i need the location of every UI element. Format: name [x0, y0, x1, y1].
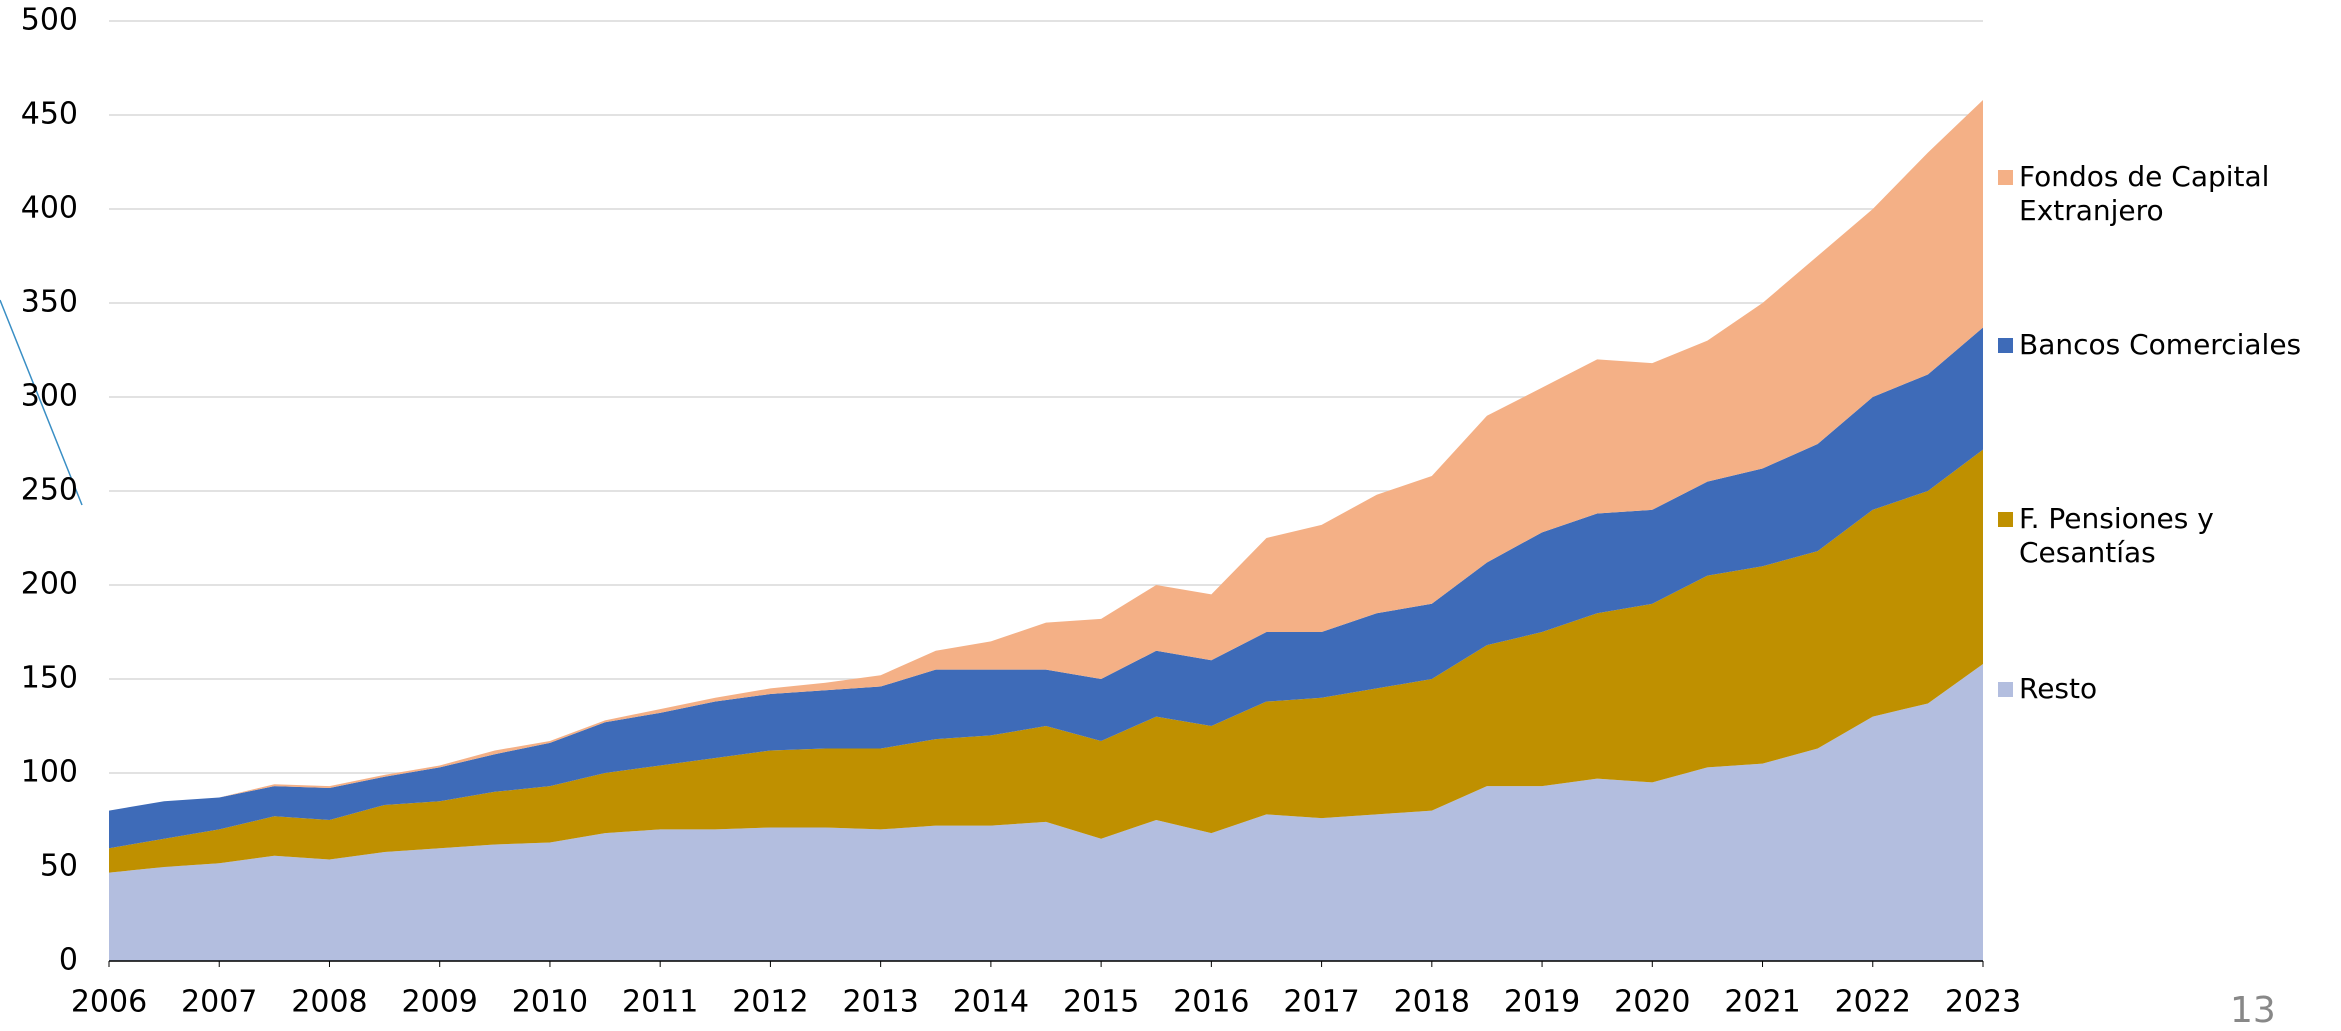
x-tick-label: 2015	[1063, 985, 1139, 1020]
x-tick-label: 2021	[1724, 985, 1800, 1020]
legend-label: F. Pensiones y Cesantías	[2019, 502, 2214, 569]
legend-entry: Bancos Comerciales	[1998, 328, 2328, 362]
x-tick-label: 2020	[1614, 985, 1690, 1020]
y-tick-label: 350	[21, 285, 78, 320]
x-tick-label: 2018	[1394, 985, 1470, 1020]
y-tick-label: 250	[21, 473, 78, 508]
legend-swatch	[1998, 682, 2013, 697]
x-tick-label: 2013	[842, 985, 918, 1020]
y-tick-label: 100	[21, 755, 78, 790]
y-tick-label: 200	[21, 567, 78, 602]
legend-swatch	[1998, 512, 2013, 527]
area	[109, 327, 1983, 849]
x-tick-label: 2016	[1173, 985, 1249, 1020]
legend-label: Bancos Comerciales	[2019, 328, 2302, 361]
x-tick-label: 2010	[512, 985, 588, 1020]
area	[109, 99, 1983, 811]
area	[109, 663, 1983, 961]
area	[109, 449, 1983, 873]
y-tick-label: 0	[59, 943, 78, 978]
y-tick-label: 450	[21, 97, 78, 132]
x-tick-label: 2019	[1504, 985, 1580, 1020]
legend-entry: Fondos de Capital Extranjero	[1998, 160, 2328, 228]
x-tick-label: 2007	[181, 985, 257, 1020]
x-tick-label: 2012	[732, 985, 808, 1020]
legend-swatch	[1998, 338, 2013, 353]
x-tick-label: 2023	[1945, 985, 2021, 1020]
y-tick-label: 150	[21, 661, 78, 696]
y-tick-label: 50	[40, 849, 78, 884]
legend-label: Fondos de Capital Extranjero	[2019, 160, 2270, 227]
x-tick-label: 2011	[622, 985, 698, 1020]
x-tick-label: 2009	[402, 985, 478, 1020]
legend-label: Resto	[2019, 672, 2098, 705]
x-tick-label: 2017	[1283, 985, 1359, 1020]
legend-entry: Resto	[1998, 672, 2328, 706]
legend-swatch	[1998, 170, 2013, 185]
x-tick-label: 2014	[953, 985, 1029, 1020]
legend-entry: F. Pensiones y Cesantías	[1998, 502, 2328, 570]
x-tick-label: 2008	[291, 985, 367, 1020]
x-tick-label: 2022	[1835, 985, 1911, 1020]
y-tick-label: 500	[21, 3, 78, 38]
slide-number: 13	[2230, 990, 2276, 1031]
y-tick-label: 300	[21, 379, 78, 414]
x-tick-label: 2006	[71, 985, 147, 1020]
decoration-line	[0, 299, 83, 506]
y-tick-label: 400	[21, 191, 78, 226]
